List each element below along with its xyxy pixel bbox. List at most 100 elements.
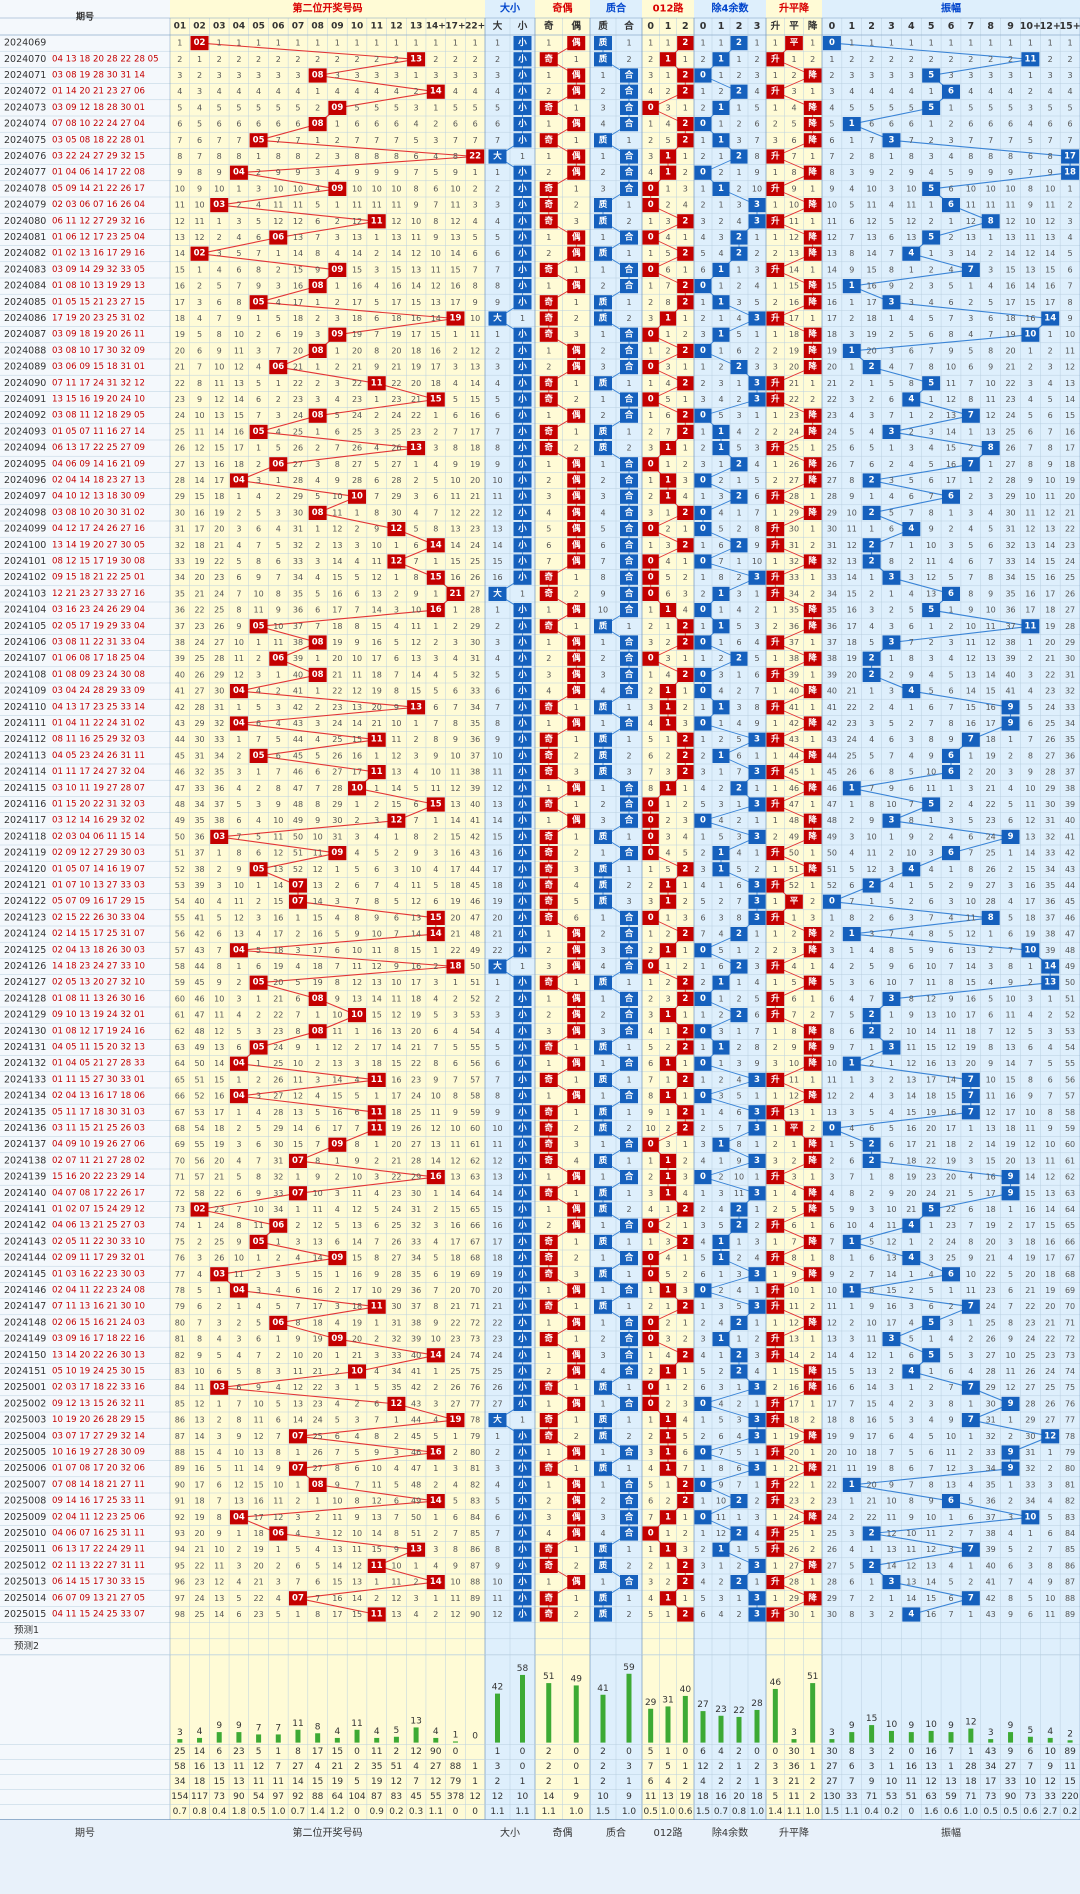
draw-numbers: 01 04 11 22 24 31 02 <box>52 719 145 729</box>
omission-count: 7 <box>791 1011 796 1020</box>
omission-count: 23 <box>352 395 362 404</box>
omission-count: 12 <box>492 784 502 793</box>
omission-count: 13 <box>332 1545 342 1554</box>
omission-count: 2 <box>773 1383 778 1392</box>
omission-count: 34 <box>470 703 480 712</box>
omission-count: 7 <box>236 282 241 291</box>
omission-count: 3 <box>256 800 261 809</box>
omission-count: 2 <box>315 1059 320 1068</box>
omission-count: 5 <box>256 217 261 226</box>
amp-hit-label: 3 <box>889 573 895 583</box>
omission-count: 10 <box>273 184 283 193</box>
omission-count: 2 <box>236 55 241 64</box>
trend-hit-label: 升 <box>771 1414 780 1425</box>
omission-count: 1 <box>810 152 815 161</box>
omission-count: 9 <box>829 184 834 193</box>
omission-count: 26 <box>470 573 480 582</box>
omission-count: 6 <box>754 1011 759 1020</box>
omission-count: 1 <box>433 1189 438 1198</box>
omission-count: 17 <box>450 298 460 307</box>
omission-count: 94 <box>175 1545 185 1554</box>
omission-count: 8 <box>414 832 419 841</box>
omission-count: 1 <box>736 800 741 809</box>
trend-hit-label: 降 <box>808 863 817 874</box>
omission-count: 6 <box>433 184 438 193</box>
omission-count: 18 <box>234 460 244 469</box>
omission-count: 4 <box>909 314 914 323</box>
omission-count: 39 <box>411 1335 421 1344</box>
size-hit-label: 小 <box>517 734 527 745</box>
omission-count: 1 <box>546 1286 551 1295</box>
r3-hit-label: 1 <box>665 54 671 64</box>
omission-count: 5 <box>315 1108 320 1117</box>
omission-count: 1 <box>574 1594 579 1603</box>
omission-count: 82 <box>175 1351 185 1360</box>
omission-count: 9 <box>1048 168 1053 177</box>
omission-count: 17 <box>372 1043 382 1052</box>
omission-count: 2 <box>683 1529 688 1538</box>
omission-count: 3 <box>1028 379 1033 388</box>
oe-hit-label: 偶 <box>572 944 581 955</box>
omission-count: 38 <box>411 1318 421 1327</box>
omission-count: 5 <box>495 670 500 679</box>
omission-count: 9 <box>236 622 241 631</box>
omission-count: 8 <box>295 1318 300 1327</box>
omission-count: 16 <box>352 751 362 760</box>
omission-count: 10 <box>789 1059 799 1068</box>
amp-hit-label: 9 <box>1008 1172 1014 1182</box>
omission-count: 8 <box>473 282 478 291</box>
trend-hit-label: 降 <box>808 410 817 421</box>
subheader-oe-1: 偶 <box>571 20 581 32</box>
r3-hit-label: 2 <box>682 1480 688 1490</box>
omission-count: 3 <box>315 330 320 339</box>
omission-count: 2 <box>909 719 914 728</box>
omission-count: 9 <box>374 1448 379 1457</box>
omission-count: 30 <box>1045 800 1055 809</box>
omission-count: 1 <box>736 55 741 64</box>
omission-count: 1 <box>988 930 993 939</box>
r3-hit-label: 0 <box>648 654 654 664</box>
omission-count: 6 <box>354 120 359 129</box>
omission-count: 12 <box>789 1318 799 1327</box>
size-hit-label: 小 <box>517 1058 527 1069</box>
omission-count: 4 <box>754 1254 759 1263</box>
omission-count: 17 <box>391 298 401 307</box>
omission-count: 2 <box>626 314 631 323</box>
amp-hit-label: 7 <box>968 265 974 275</box>
amp-hit-label: 7 <box>968 735 974 745</box>
omission-count: 8 <box>791 168 796 177</box>
omission-count: 17 <box>867 298 877 307</box>
omission-count: 78 <box>175 1286 185 1295</box>
omission-count: 13 <box>293 1399 303 1408</box>
r3-hit-label: 0 <box>648 913 654 923</box>
oe-hit-label: 奇 <box>544 394 553 405</box>
omission-count: 9 <box>374 525 379 534</box>
r3-hit-label: 1 <box>665 945 671 955</box>
omission-count: 36 <box>293 606 303 615</box>
omission-count: 9 <box>718 1480 723 1489</box>
oe-hit-label: 奇 <box>544 1333 553 1344</box>
omission-count: 5 <box>315 751 320 760</box>
issue-number: 2024148 <box>4 1317 46 1328</box>
omission-count: 3 <box>256 184 261 193</box>
pos2-hit-mark <box>190 246 209 261</box>
omission-count: 29 <box>194 719 204 728</box>
issue-column-bg <box>0 0 170 1840</box>
omission-count: 28 <box>214 654 224 663</box>
omission-count: 7 <box>648 1513 653 1522</box>
amp-hit-label: 9 <box>1008 1448 1014 1458</box>
omission-count: 16 <box>313 1286 323 1295</box>
omission-count: 4 <box>600 1367 605 1376</box>
size-hit-label: 小 <box>517 1447 527 1458</box>
omission-count: 44 <box>293 735 303 744</box>
omission-count: 4 <box>948 832 953 841</box>
omission-count: 9 <box>929 525 934 534</box>
omission-count: 3 <box>889 622 894 631</box>
omission-count: 9 <box>948 735 953 744</box>
omission-count: 13 <box>867 233 877 242</box>
omission-count: 3 <box>948 71 953 80</box>
omission-count: 30 <box>1005 508 1015 517</box>
r3-hit-label: 1 <box>665 686 671 696</box>
omission-count: 11 <box>214 379 224 388</box>
omission-count: 2 <box>354 816 359 825</box>
